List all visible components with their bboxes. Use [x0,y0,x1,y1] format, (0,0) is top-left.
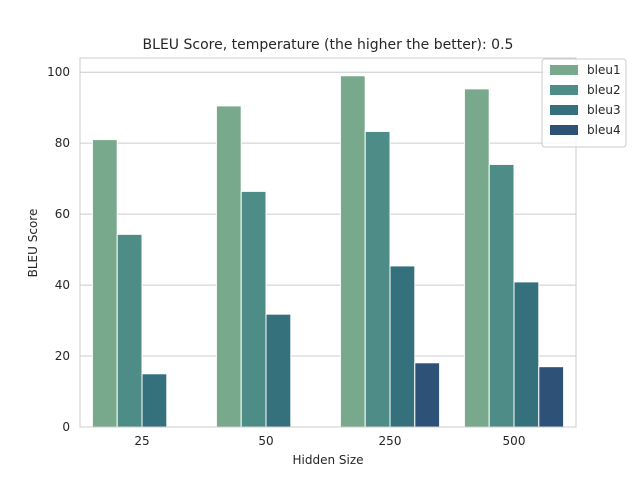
chart-title: BLEU Score, temperature (the higher the … [143,37,514,53]
bar-bleu2-500 [488,163,515,428]
legend: bleu1 bleu2 bleu3 bleu4 [541,58,627,148]
legend-swatch-bleu4 [550,125,578,135]
y-tick-labels: 0 20 40 60 80 100 [47,65,70,434]
bar-bleu3-250 [389,265,416,428]
legend-label-bleu3: bleu3 [587,103,621,117]
bar-bleu3-25 [141,373,168,428]
legend-swatch-bleu1 [550,65,578,75]
x-tick-label: 50 [258,434,273,448]
bar-bleu1-250 [339,75,366,428]
x-axis-label: Hidden Size [292,453,363,467]
y-axis-label: BLEU Score [26,209,40,278]
x-tick-label: 250 [379,434,402,448]
legend-label-bleu2: bleu2 [587,83,621,97]
bar-bleu3-500 [513,281,540,428]
bar-bleu4-500 [538,366,565,428]
legend-swatch-bleu3 [550,105,578,115]
y-tick-label: 80 [55,136,70,150]
y-tick-label: 20 [55,349,70,363]
bar-bleu1-25 [91,139,118,428]
bar-bleu1-50 [215,105,242,428]
y-tick-label: 60 [55,207,70,221]
x-tick-labels: 25 50 250 500 [134,434,525,448]
bar-bleu4-250 [414,362,441,428]
legend-label-bleu4: bleu4 [587,123,621,137]
plot-frame [79,57,577,428]
legend-label-bleu1: bleu1 [587,63,621,77]
y-tick-label: 0 [62,420,70,434]
y-tick-label: 100 [47,65,70,79]
y-tick-label: 40 [55,278,70,292]
legend-swatch-bleu2 [550,85,578,95]
bar-bleu2-250 [364,130,391,428]
x-tick-label: 25 [134,434,149,448]
bar-bleu2-50 [240,190,267,428]
bars [91,75,565,428]
bar-bleu2-25 [116,233,143,428]
x-tick-label: 500 [503,434,526,448]
bar-bleu1-500 [463,88,490,428]
bar-bleu3-50 [265,313,292,428]
